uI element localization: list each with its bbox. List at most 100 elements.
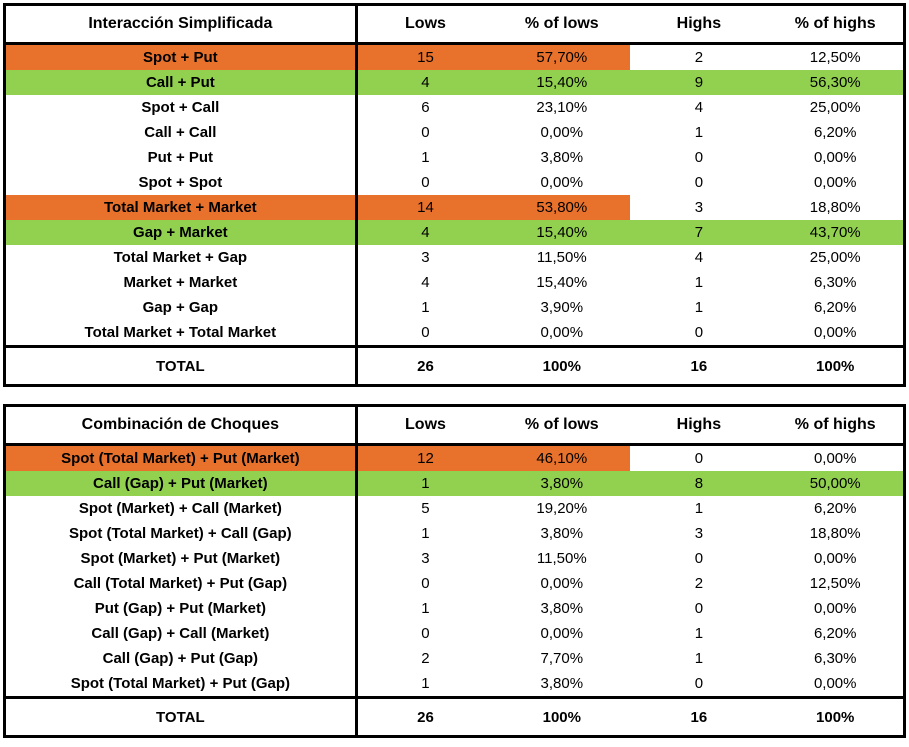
value-cell: 0,00% <box>813 600 857 617</box>
table-row: Call (Gap) + Put (Market) 1 3,80% 8 50,00% <box>4 471 905 496</box>
value-cell: 9 <box>630 70 768 95</box>
value-cell: 0,00% <box>540 625 584 642</box>
value-cell: 12 <box>356 444 494 471</box>
value-cell: 4 <box>694 249 704 266</box>
row-label-cell: Gap + Gap <box>4 295 358 320</box>
value-cell: 0,00% <box>540 575 584 592</box>
table-row: Spot (Total Market) + Put (Market) 12 46,1… <box>4 444 905 471</box>
row-label-cell: Total Market + Market <box>4 195 358 220</box>
total-row: TOTAL 26 100% 16 100% <box>4 346 905 386</box>
value-cell: 15,40% <box>493 70 631 95</box>
value-cell: 0 <box>694 149 704 166</box>
value-cell: 1 <box>421 299 430 316</box>
value-cell: 1 <box>356 471 494 496</box>
table-row: Call (Total Market) + Put (Gap) 0 0,00% 2 12… <box>4 571 905 596</box>
value-cell: 1 <box>694 274 704 291</box>
value-cell: 12,50% <box>809 575 861 592</box>
value-cell: 0 <box>421 625 430 642</box>
value-cell: 3 <box>694 199 704 216</box>
value-cell: 0,00% <box>813 324 857 341</box>
value-cell: 0 <box>694 324 704 341</box>
value-cell: 19,20% <box>536 500 588 517</box>
value-cell: 0 <box>421 174 430 191</box>
value-cell: 25,00% <box>809 99 861 116</box>
row-label-cell: Spot + Put <box>4 43 358 70</box>
value-cell: 57,70% <box>493 43 631 70</box>
row-label-cell: Spot (Market) + Put (Market) <box>4 546 358 571</box>
column-header: % of highs <box>794 416 876 433</box>
value-cell: 0,00% <box>813 550 857 567</box>
value-cell: 18,80% <box>809 525 861 542</box>
value-cell: 6,30% <box>813 650 857 667</box>
value-cell: 1 <box>694 124 704 141</box>
value-cell: 14 <box>356 195 494 220</box>
table-row: Spot (Total Market) + Call (Gap) 1 3,80% 3 1… <box>4 521 905 546</box>
table-title: Combinación de Choques <box>4 405 358 445</box>
value-cell: 5 <box>421 500 430 517</box>
value-cell: 15,40% <box>493 220 631 245</box>
row-label-cell: Call (Gap) + Put (Gap) <box>4 646 358 671</box>
value-cell: 6,20% <box>813 500 857 517</box>
total-value-cell: 26 <box>417 708 434 726</box>
value-cell: 0,00% <box>813 149 857 166</box>
value-cell: 11,50% <box>536 249 587 266</box>
interaccion-simplificada-table: Interacción Simplificada Lows % of lows Hig… <box>3 3 906 387</box>
value-cell: 7 <box>630 220 768 245</box>
total-value-cell: 100% <box>542 708 581 726</box>
row-label-cell: Call (Total Market) + Put (Gap) <box>4 571 358 596</box>
value-cell: 1 <box>694 500 704 517</box>
row-label-cell: Put + Put <box>4 145 358 170</box>
value-cell: 1 <box>694 650 704 667</box>
value-cell: 6,20% <box>813 625 857 642</box>
row-label-cell: Spot (Total Market) + Put (Market) <box>4 444 358 471</box>
header-row: Interacción Simplificada Lows % of lows Hig… <box>4 4 905 44</box>
total-value-cell: 100% <box>542 357 581 375</box>
value-cell: 23,10% <box>536 99 588 116</box>
value-cell: 15,40% <box>536 274 588 291</box>
value-cell: 1 <box>421 675 430 692</box>
table-row: Total Market + Total Market 0 0,00% 0 0,00% <box>4 320 905 347</box>
value-cell: 18,80% <box>809 199 861 216</box>
value-cell: 3,80% <box>540 675 584 692</box>
total-value-cell: 16 <box>690 708 708 726</box>
value-cell: 8 <box>630 471 768 496</box>
row-label-cell: Spot (Total Market) + Put (Gap) <box>4 671 358 698</box>
value-cell: 0 <box>421 575 430 592</box>
row-label-cell: Spot + Spot <box>4 170 358 195</box>
value-cell: 6,30% <box>813 274 857 291</box>
row-label-cell: Spot + Call <box>4 95 358 120</box>
row-label-cell: Spot (Total Market) + Call (Gap) <box>4 521 358 546</box>
column-header: Highs <box>676 15 722 32</box>
value-cell: 3 <box>421 550 430 567</box>
table-row: Gap + Market 4 15,40% 7 43,70% <box>4 220 905 245</box>
value-cell: 50,00% <box>767 471 905 496</box>
table-row: Spot (Market) + Put (Market) 3 11,50% 0 0,00… <box>4 546 905 571</box>
table-row: Put + Put 1 3,80% 0 0,00% <box>4 145 905 170</box>
table-row: Gap + Gap 1 3,90% 1 6,20% <box>4 295 905 320</box>
column-header: Lows <box>405 416 446 433</box>
value-cell: 0,00% <box>540 324 584 341</box>
value-cell: 15 <box>356 43 494 70</box>
total-value-cell: 26 <box>417 357 434 375</box>
value-cell: 3,80% <box>540 149 584 166</box>
value-cell: 3,90% <box>540 299 584 316</box>
value-cell: 3 <box>421 249 430 266</box>
value-cell: 6,20% <box>813 124 857 141</box>
table-title: Interacción Simplificada <box>4 4 358 44</box>
value-cell: 25,00% <box>809 249 861 266</box>
column-header: Lows <box>405 15 446 32</box>
table-row: Total Market + Gap 3 11,50% 4 25,00% <box>4 245 905 270</box>
value-cell: 6,20% <box>813 299 857 316</box>
column-header: % of highs <box>794 15 876 32</box>
value-cell: 0,00% <box>540 174 584 191</box>
value-cell: 3,80% <box>540 600 584 617</box>
row-label-cell: Call (Gap) + Put (Market) <box>4 471 358 496</box>
value-cell: 4 <box>356 220 494 245</box>
column-header: % of lows <box>524 15 599 32</box>
value-cell: 3,80% <box>540 525 584 542</box>
value-cell: 46,10% <box>493 444 631 471</box>
value-cell: 0 <box>694 174 704 191</box>
total-value-cell: 100% <box>816 708 855 726</box>
value-cell: 4 <box>356 70 494 95</box>
